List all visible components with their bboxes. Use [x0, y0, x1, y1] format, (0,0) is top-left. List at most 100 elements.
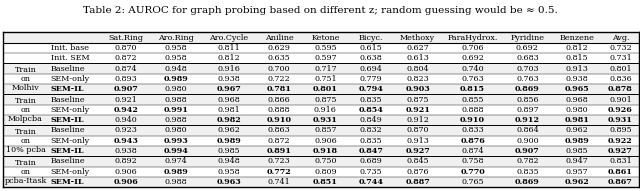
- Bar: [349, 53, 394, 63]
- Bar: [151, 136, 202, 146]
- Bar: [503, 105, 552, 115]
- Bar: [100, 94, 151, 105]
- Bar: [3, 125, 48, 136]
- Text: Pyridine: Pyridine: [510, 34, 545, 42]
- Bar: [100, 105, 151, 115]
- Text: Aro.Cycle: Aro.Cycle: [209, 34, 248, 42]
- Text: 0.811: 0.811: [218, 44, 240, 52]
- Bar: [48, 63, 100, 74]
- Bar: [256, 84, 302, 94]
- Text: 0.907: 0.907: [515, 147, 540, 155]
- Bar: [302, 94, 349, 105]
- Text: 0.942: 0.942: [113, 106, 138, 114]
- Bar: [302, 136, 349, 146]
- Text: 0.910: 0.910: [460, 116, 485, 124]
- Bar: [256, 146, 302, 156]
- Bar: [552, 84, 602, 94]
- Bar: [48, 136, 100, 146]
- Text: 0.968: 0.968: [218, 96, 240, 104]
- Bar: [349, 146, 394, 156]
- Bar: [349, 136, 394, 146]
- Bar: [302, 43, 349, 53]
- Bar: [349, 115, 394, 125]
- Text: 0.815: 0.815: [566, 54, 588, 62]
- Bar: [552, 32, 602, 43]
- Text: 0.874: 0.874: [461, 147, 484, 155]
- Text: Methoxy: Methoxy: [400, 34, 435, 42]
- Bar: [394, 146, 442, 156]
- Text: Init. SEM: Init. SEM: [51, 54, 89, 62]
- Bar: [256, 53, 302, 63]
- Text: 0.700: 0.700: [268, 65, 291, 73]
- Text: 0.867: 0.867: [608, 178, 633, 186]
- Text: 0.985: 0.985: [566, 147, 588, 155]
- Bar: [256, 74, 302, 84]
- Text: 0.892: 0.892: [115, 157, 138, 165]
- Bar: [100, 156, 151, 167]
- Text: 0.851: 0.851: [313, 178, 338, 186]
- Text: 0.872: 0.872: [115, 54, 137, 62]
- Bar: [48, 84, 100, 94]
- Bar: [100, 32, 151, 43]
- Bar: [503, 53, 552, 63]
- Bar: [394, 167, 442, 177]
- Bar: [394, 43, 442, 53]
- Text: Baseline: Baseline: [51, 157, 85, 165]
- Text: 0.706: 0.706: [461, 44, 484, 52]
- Bar: [3, 167, 48, 177]
- Bar: [302, 32, 349, 43]
- Bar: [202, 115, 256, 125]
- Bar: [100, 177, 151, 187]
- Bar: [302, 53, 349, 63]
- Bar: [256, 115, 302, 125]
- Text: 0.835: 0.835: [516, 168, 539, 176]
- Bar: [100, 146, 151, 156]
- Bar: [3, 156, 48, 167]
- Text: 0.731: 0.731: [609, 54, 632, 62]
- Bar: [349, 94, 394, 105]
- Bar: [552, 136, 602, 146]
- Bar: [3, 63, 48, 74]
- Bar: [256, 43, 302, 53]
- Bar: [48, 115, 100, 125]
- Bar: [202, 125, 256, 136]
- Bar: [602, 53, 639, 63]
- Bar: [302, 115, 349, 125]
- Text: SEM-IL: SEM-IL: [51, 85, 84, 93]
- Text: Baseline: Baseline: [51, 126, 85, 134]
- Bar: [552, 74, 602, 84]
- Bar: [602, 84, 639, 94]
- Text: 0.812: 0.812: [566, 44, 588, 52]
- Text: 0.901: 0.901: [609, 96, 632, 104]
- Bar: [503, 43, 552, 53]
- Bar: [394, 53, 442, 63]
- Text: 0.974: 0.974: [165, 157, 188, 165]
- Bar: [602, 136, 639, 146]
- Bar: [202, 167, 256, 177]
- Text: 0.717: 0.717: [314, 65, 337, 73]
- Text: 0.692: 0.692: [516, 44, 539, 52]
- Text: SEM-only: SEM-only: [51, 106, 90, 114]
- Text: 0.891: 0.891: [267, 147, 292, 155]
- Bar: [394, 63, 442, 74]
- Bar: [151, 32, 202, 43]
- Bar: [100, 84, 151, 94]
- Text: SEM-IL: SEM-IL: [51, 147, 84, 155]
- Bar: [349, 84, 394, 94]
- Text: 0.794: 0.794: [358, 85, 383, 93]
- Text: 0.927: 0.927: [608, 147, 633, 155]
- Bar: [151, 146, 202, 156]
- Bar: [256, 63, 302, 74]
- Text: 0.981: 0.981: [218, 106, 240, 114]
- Text: Train
on
Molpcba: Train on Molpcba: [8, 97, 43, 123]
- Text: SEM-only: SEM-only: [51, 137, 90, 145]
- Bar: [151, 125, 202, 136]
- Bar: [349, 156, 394, 167]
- Bar: [442, 74, 503, 84]
- Text: 0.847: 0.847: [358, 147, 383, 155]
- Bar: [302, 177, 349, 187]
- Text: 0.613: 0.613: [406, 54, 429, 62]
- Bar: [552, 43, 602, 53]
- Text: 0.758: 0.758: [461, 157, 484, 165]
- Text: 0.967: 0.967: [216, 85, 241, 93]
